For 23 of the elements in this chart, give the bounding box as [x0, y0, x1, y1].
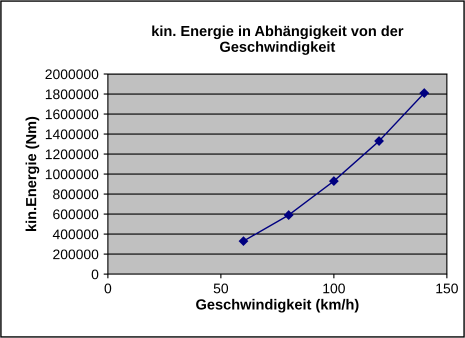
y-tick-label: 400000 — [52, 229, 98, 240]
x-tick-label: 100 — [323, 284, 345, 294]
point — [284, 210, 294, 220]
x-axis-title: Geschwindigkeit (km/h) — [196, 298, 358, 313]
point — [238, 236, 248, 246]
y-tick-label: 600000 — [53, 209, 98, 220]
y-tick-label: 1200000 — [46, 149, 98, 160]
point — [420, 88, 429, 98]
chart-title: kin. Energie in Abhängigkeit von der Geschwindigkeit — [152, 25, 404, 55]
y-tick-label: 1400000 — [46, 129, 98, 140]
y-tick-label: 2000000 — [45, 69, 98, 80]
y-tick-label: 1800000 — [46, 89, 98, 100]
point — [374, 136, 384, 146]
y-tick-label: 200000 — [53, 249, 98, 260]
y-axis-title: kin.Energie (Nm) — [26, 116, 40, 231]
y-tick-label: 0 — [92, 269, 98, 280]
x-tick-label: 50 — [214, 284, 228, 294]
x-tick-label: 150 — [436, 284, 458, 294]
point — [329, 176, 338, 186]
y-tick-label: 1000000 — [46, 169, 98, 180]
y-tick-label: 1600000 — [46, 109, 98, 120]
x-tick-label: 0 — [104, 284, 112, 294]
y-tick-label: 800000 — [53, 189, 98, 200]
